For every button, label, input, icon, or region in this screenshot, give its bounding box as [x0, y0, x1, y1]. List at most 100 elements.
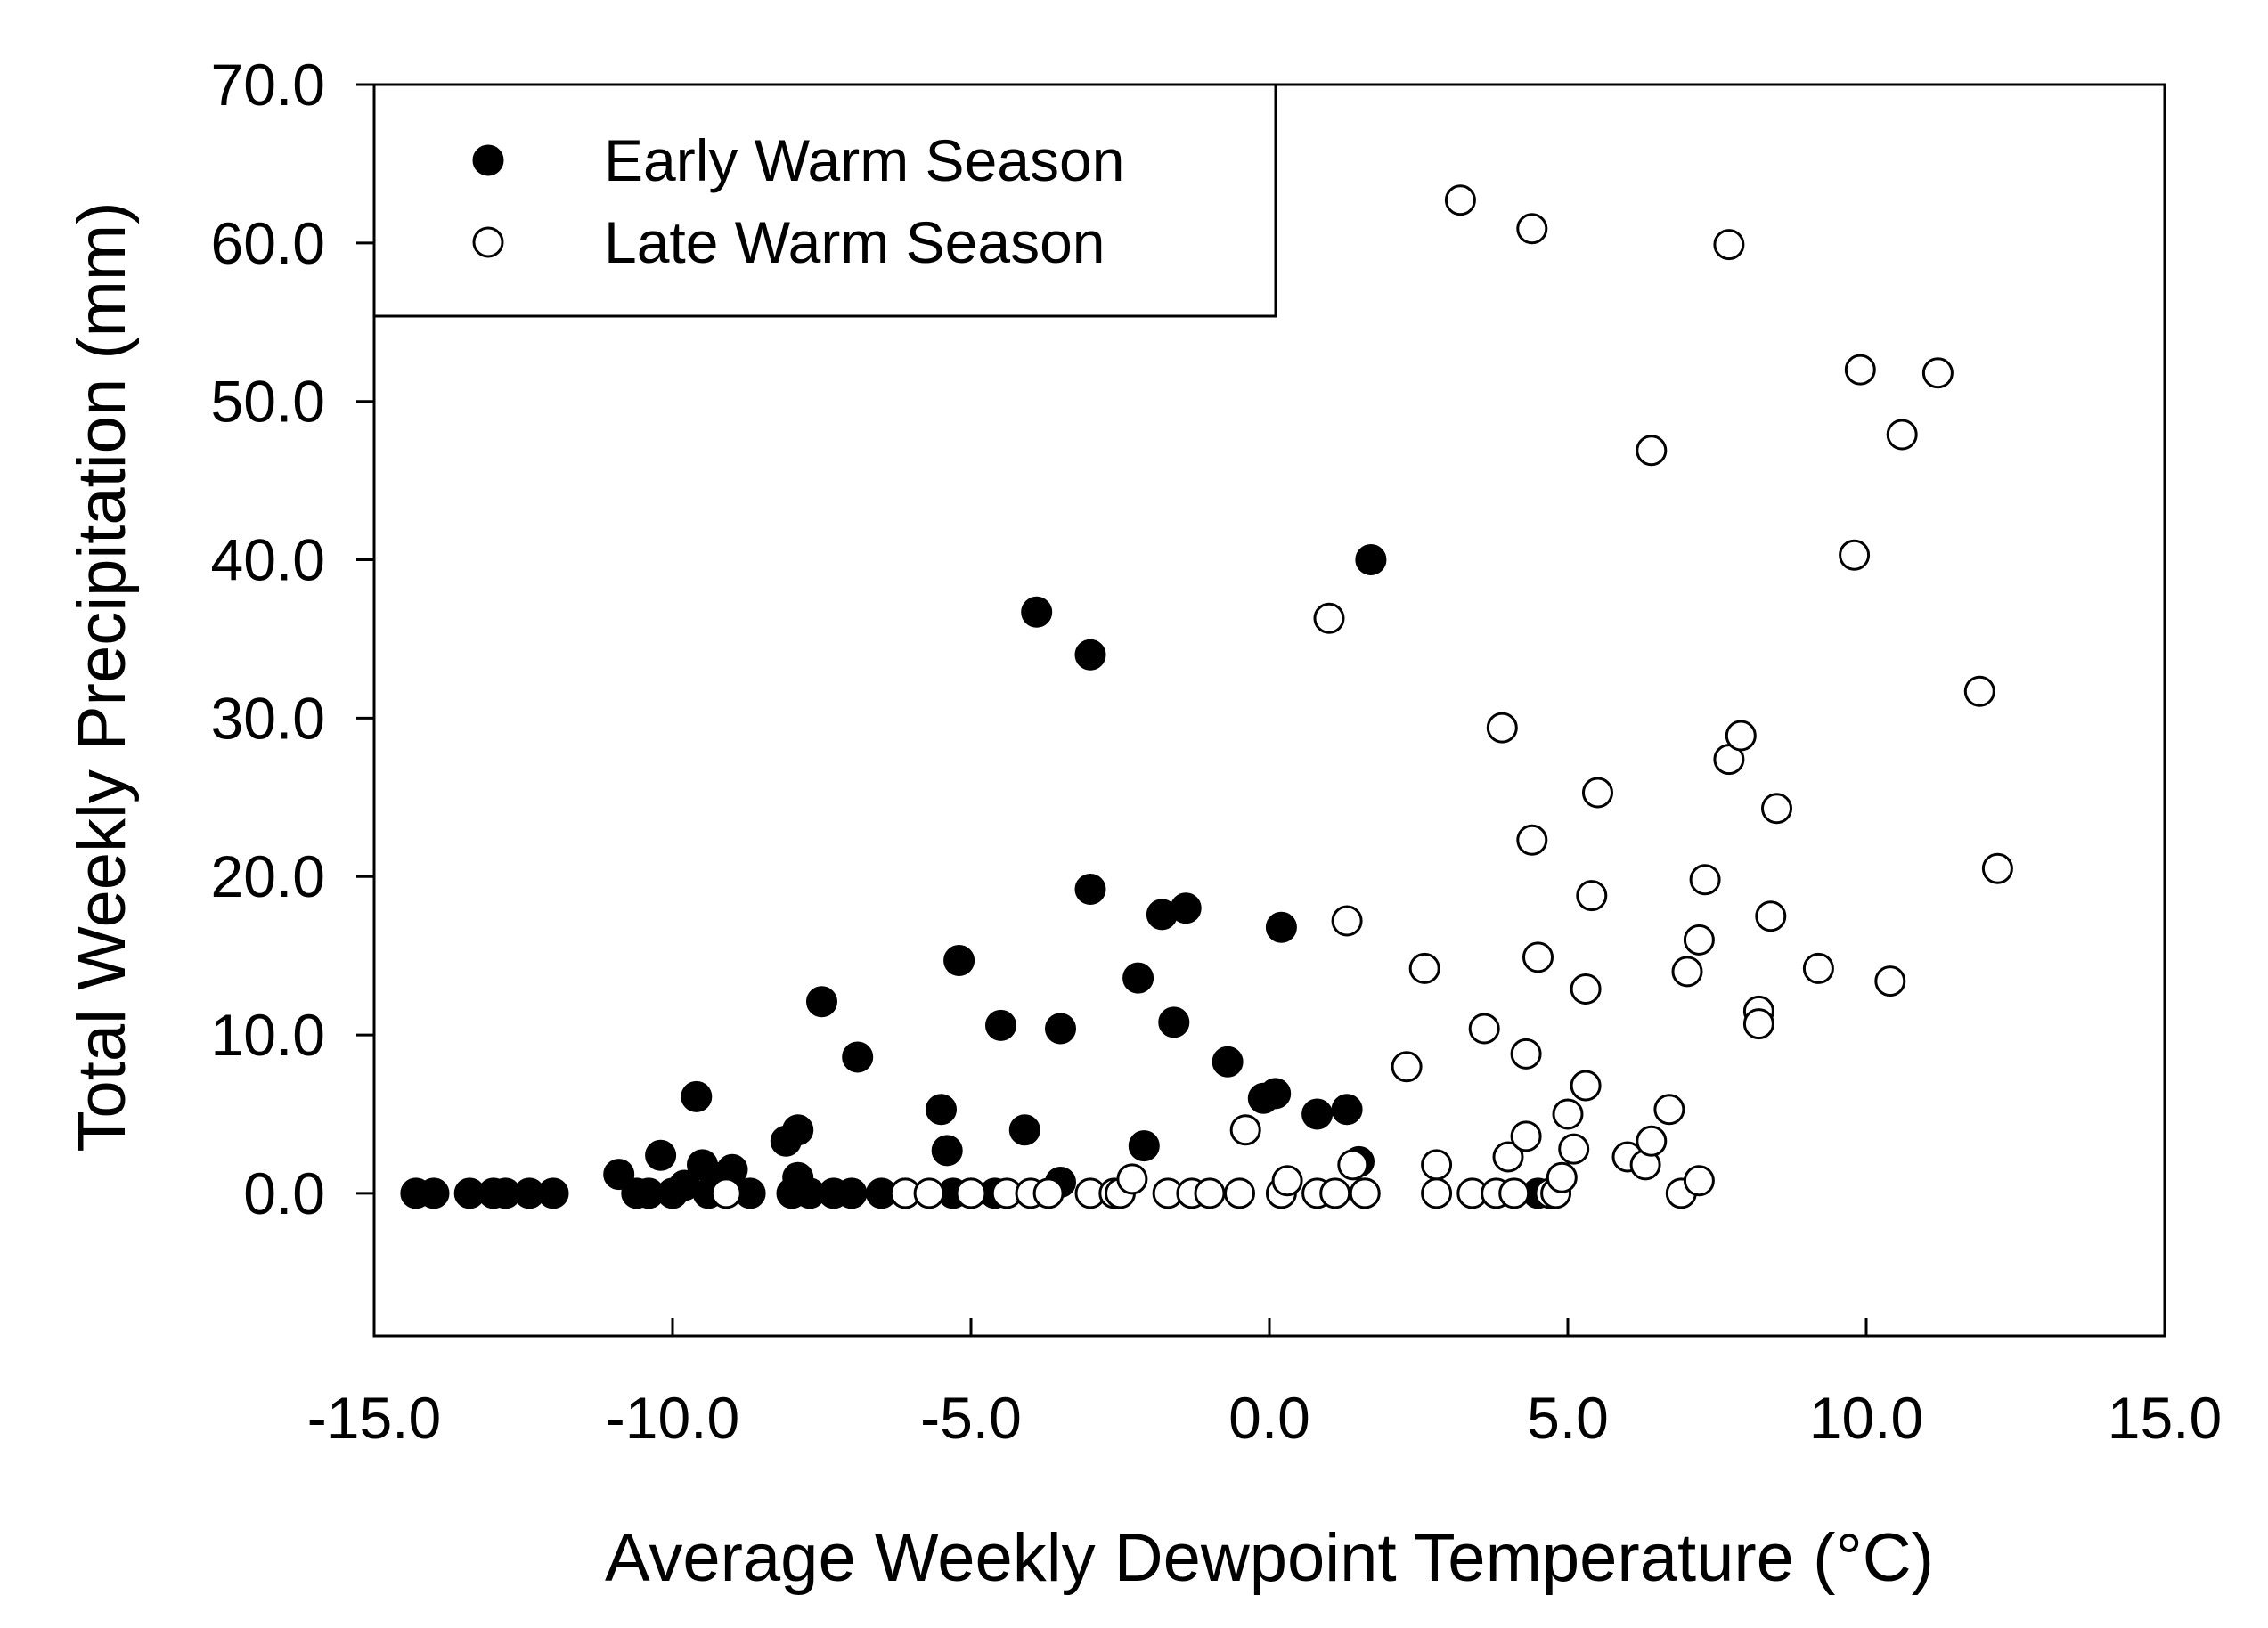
- data-point-late-warm-season: [1116, 1163, 1148, 1195]
- data-point-late-warm-season: [1391, 1051, 1423, 1083]
- x-tick-label: 5.0: [1527, 1385, 1609, 1451]
- data-point-late-warm-season: [1331, 905, 1363, 937]
- data-point-early-warm-season: [1021, 596, 1053, 628]
- data-point-early-warm-season: [943, 945, 975, 976]
- data-point-late-warm-season: [1194, 1177, 1226, 1209]
- data-point-early-warm-season: [1008, 1114, 1040, 1146]
- data-point-early-warm-season: [806, 986, 837, 1018]
- data-point-late-warm-season: [1761, 793, 1792, 825]
- data-point-late-warm-season: [1742, 1008, 1774, 1040]
- data-point-late-warm-season: [1671, 956, 1703, 988]
- series-early-warm-season: [400, 544, 1554, 1209]
- data-point-late-warm-season: [1224, 1177, 1255, 1209]
- data-points: [400, 184, 2013, 1209]
- data-point-early-warm-season: [1260, 1078, 1292, 1110]
- y-tick-label: 0.0: [243, 1160, 325, 1226]
- y-axis-label: Total Weekly Precipitation (mm): [64, 201, 140, 1152]
- x-axis-ticks: [372, 1318, 2166, 1336]
- data-point-early-warm-season: [1128, 1130, 1160, 1162]
- data-point-late-warm-season: [1468, 1013, 1500, 1045]
- series-late-warm-season: [710, 184, 2013, 1209]
- y-axis-tick-labels: 0.0 10.0 20.0 30.0 40.0 50.0 60.0 70.0: [211, 52, 325, 1226]
- data-point-late-warm-season: [1486, 712, 1518, 744]
- data-point-early-warm-season: [1158, 1006, 1190, 1038]
- data-point-late-warm-season: [1653, 1094, 1685, 1126]
- x-tick-label: -15.0: [307, 1385, 441, 1451]
- data-point-late-warm-season: [1546, 1161, 1578, 1193]
- legend-marker-late-warm-season: [472, 226, 504, 258]
- data-point-late-warm-season: [1636, 435, 1668, 467]
- data-point-early-warm-season: [1045, 1013, 1076, 1045]
- data-point-late-warm-season: [1713, 229, 1745, 261]
- legend-box: [372, 83, 1277, 318]
- y-tick-label: 10.0: [211, 1002, 325, 1068]
- data-point-early-warm-season: [1301, 1098, 1334, 1130]
- data-point-late-warm-season: [1689, 864, 1721, 896]
- data-point-early-warm-season: [836, 1177, 868, 1209]
- data-point-late-warm-season: [913, 1177, 945, 1209]
- y-tick-label: 30.0: [211, 685, 325, 751]
- data-point-early-warm-season: [926, 1094, 957, 1126]
- data-point-late-warm-season: [1421, 1177, 1453, 1209]
- data-point-late-warm-season: [1313, 602, 1345, 634]
- data-point-early-warm-season: [1331, 1094, 1363, 1126]
- data-point-late-warm-season: [1886, 419, 1918, 451]
- data-point-late-warm-season: [1498, 1177, 1530, 1209]
- data-point-late-warm-season: [1558, 1133, 1590, 1165]
- data-point-late-warm-season: [1636, 1125, 1668, 1157]
- data-point-late-warm-season: [1844, 354, 1876, 386]
- data-point-late-warm-season: [1516, 213, 1548, 245]
- data-point-late-warm-season: [1349, 1177, 1381, 1209]
- data-point-late-warm-season: [1683, 924, 1715, 956]
- legend-label-early-warm-season: Early Warm Season: [604, 127, 1124, 193]
- data-point-late-warm-season: [1408, 952, 1440, 984]
- data-point-late-warm-season: [1271, 1165, 1303, 1197]
- data-point-late-warm-season: [1516, 824, 1548, 856]
- y-tick-label: 70.0: [211, 52, 325, 118]
- y-tick-label: 40.0: [211, 527, 325, 593]
- x-tick-label: -5.0: [920, 1385, 1022, 1451]
- data-point-late-warm-season: [1582, 777, 1613, 809]
- x-tick-label: 15.0: [2108, 1385, 2222, 1451]
- y-tick-label: 50.0: [211, 369, 325, 435]
- data-point-late-warm-season: [1510, 1120, 1542, 1152]
- data-point-early-warm-season: [537, 1177, 569, 1209]
- data-point-early-warm-season: [1122, 962, 1154, 994]
- data-point-late-warm-season: [1963, 675, 1995, 707]
- data-point-late-warm-season: [1874, 965, 1906, 997]
- y-axis-ticks: [356, 83, 374, 1195]
- data-point-late-warm-season: [1802, 952, 1834, 984]
- data-point-late-warm-season: [1921, 357, 1954, 389]
- data-point-early-warm-season: [1074, 874, 1106, 905]
- data-point-early-warm-season: [782, 1114, 814, 1146]
- data-point-late-warm-season: [1421, 1149, 1453, 1181]
- data-point-early-warm-season: [842, 1041, 874, 1073]
- data-point-late-warm-season: [1755, 900, 1787, 932]
- data-point-late-warm-season: [1337, 1149, 1369, 1181]
- x-tick-label: 10.0: [1809, 1385, 1923, 1451]
- legend-marker-early-warm-season: [472, 144, 504, 176]
- data-point-late-warm-season: [1319, 1177, 1351, 1209]
- data-point-early-warm-season: [931, 1135, 963, 1167]
- x-axis-tick-labels: -15.0 -10.0 -5.0 0.0 5.0 10.0 15.0: [307, 1385, 2222, 1451]
- data-point-early-warm-season: [985, 1009, 1016, 1041]
- data-point-early-warm-season: [1212, 1046, 1244, 1078]
- data-point-early-warm-season: [603, 1159, 635, 1191]
- data-point-early-warm-season: [418, 1177, 450, 1209]
- data-point-late-warm-season: [1522, 941, 1554, 973]
- y-tick-label: 20.0: [211, 843, 325, 909]
- data-point-late-warm-season: [710, 1177, 742, 1209]
- data-point-early-warm-season: [1265, 911, 1297, 943]
- data-point-late-warm-season: [1570, 973, 1602, 1005]
- data-point-late-warm-season: [1444, 184, 1476, 216]
- data-point-late-warm-season: [1981, 852, 2013, 884]
- data-point-early-warm-season: [1074, 639, 1106, 671]
- data-point-late-warm-season: [1683, 1165, 1715, 1197]
- y-tick-label: 60.0: [211, 210, 325, 276]
- data-point-late-warm-season: [1576, 880, 1608, 912]
- data-point-early-warm-season: [681, 1080, 713, 1112]
- x-tick-label: 0.0: [1228, 1385, 1310, 1451]
- data-point-late-warm-season: [1492, 1141, 1524, 1173]
- data-point-late-warm-season: [1552, 1098, 1584, 1130]
